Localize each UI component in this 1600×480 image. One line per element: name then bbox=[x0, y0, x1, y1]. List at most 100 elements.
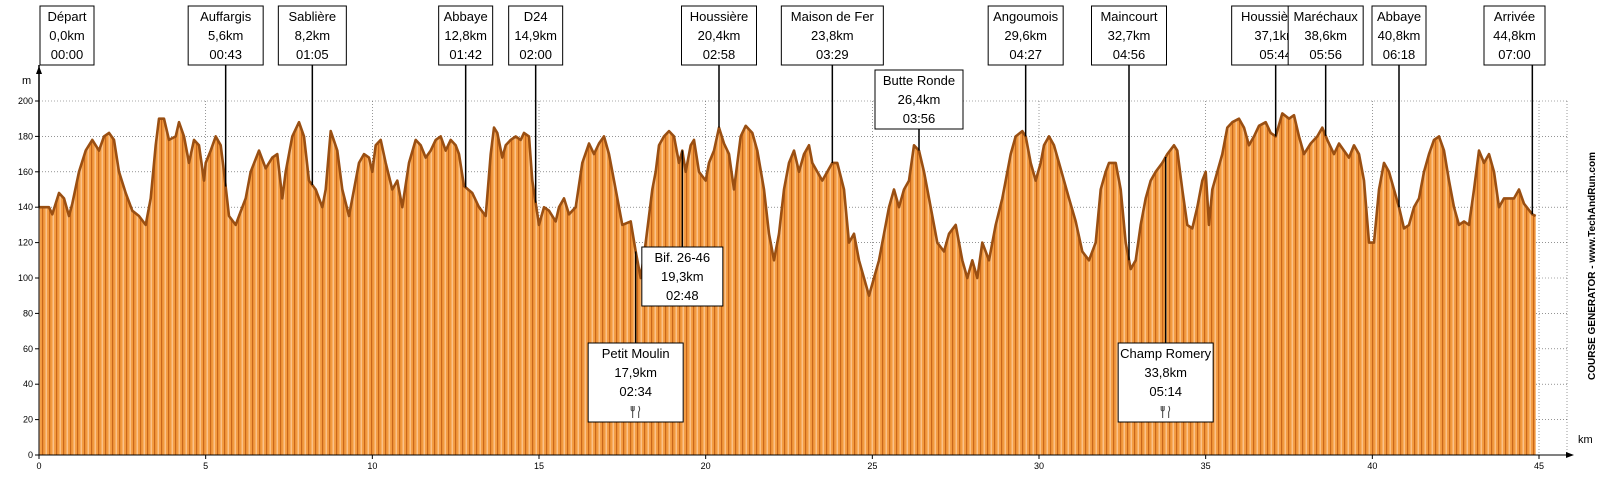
waypoint-time: 03:56 bbox=[903, 111, 936, 126]
waypoint-box bbox=[587, 342, 684, 423]
waypoint-box bbox=[1483, 5, 1546, 66]
waypoint-box bbox=[641, 246, 724, 307]
waypoint-box bbox=[1117, 342, 1214, 423]
waypoint-time: 05:56 bbox=[1309, 47, 1342, 62]
waypoint-time: 00:43 bbox=[209, 47, 242, 62]
waypoint-time: 03:29 bbox=[816, 47, 849, 62]
x-tick-labels: 0 5 10 15 20 25 30 35 40 45 bbox=[36, 455, 1544, 471]
waypoint-time: 04:27 bbox=[1009, 47, 1042, 62]
waypoint-2: Sablière 8,2km 01:05 bbox=[277, 5, 347, 186]
waypoint-time: 06:18 bbox=[1383, 47, 1416, 62]
waypoint-distance: 23,8km bbox=[811, 28, 854, 43]
waypoint-box bbox=[1371, 5, 1427, 66]
x-tick-label: 10 bbox=[367, 461, 377, 471]
y-tick-label: 200 bbox=[18, 96, 33, 106]
x-tick-label: 20 bbox=[701, 461, 711, 471]
waypoint-14: Bif. 26-46 19,3km 02:48 bbox=[641, 150, 724, 307]
y-tick-label: 60 bbox=[23, 344, 33, 354]
waypoint-distance: 5,6km bbox=[208, 28, 243, 43]
waypoint-distance: 37,1km bbox=[1254, 28, 1297, 43]
waypoint-name: Angoumois bbox=[993, 9, 1059, 24]
waypoint-name: Butte Ronde bbox=[883, 73, 955, 88]
waypoint-box bbox=[438, 5, 494, 66]
waypoint-7: Angoumois 29,6km 04:27 bbox=[987, 5, 1064, 137]
waypoint-name: Départ bbox=[47, 9, 86, 24]
x-tick-label: 5 bbox=[203, 461, 208, 471]
x-tick-label: 15 bbox=[534, 461, 544, 471]
waypoint-10: Maréchaux 38,6km 05:56 bbox=[1287, 5, 1364, 136]
waypoint-name: Abbaye bbox=[1377, 9, 1421, 24]
waypoint-6: Maison de Fer 23,8km 03:29 bbox=[780, 5, 884, 163]
waypoint-distance: 20,4km bbox=[698, 28, 741, 43]
waypoint-8: Maincourt 32,7km 04:56 bbox=[1091, 5, 1167, 261]
y-tick-label: 180 bbox=[18, 131, 33, 141]
y-tick-labels: 0 20 40 60 80 100 120 140 160 180 200 bbox=[18, 96, 39, 460]
x-tick-label: 45 bbox=[1534, 461, 1544, 471]
x-tick-label: 0 bbox=[36, 461, 41, 471]
waypoint-box bbox=[1091, 5, 1167, 66]
waypoint-5: Houssière 20,4km 02:58 bbox=[681, 5, 757, 128]
y-tick-label: 80 bbox=[23, 308, 33, 318]
y-tick-label: 160 bbox=[18, 167, 33, 177]
x-tick-label: 30 bbox=[1034, 461, 1044, 471]
waypoint-name: Sablière bbox=[288, 9, 336, 24]
waypoint-name: Maison de Fer bbox=[791, 9, 875, 24]
y-tick-label: 0 bbox=[28, 450, 33, 460]
waypoint-4: D24 14,9km 02:00 bbox=[508, 5, 564, 203]
waypoint-0: Départ 0,0km 00:00 bbox=[38, 5, 95, 208]
waypoint-box bbox=[780, 5, 884, 66]
waypoint-time: 02:58 bbox=[703, 47, 736, 62]
waypoint-name: Petit Moulin bbox=[602, 346, 670, 361]
x-axis-unit-label: km bbox=[1578, 434, 1593, 446]
waypoint-distance: 14,9km bbox=[514, 28, 557, 43]
waypoint-time: 02:34 bbox=[619, 384, 652, 399]
waypoint-box bbox=[39, 5, 95, 66]
waypoint-time: 05:14 bbox=[1149, 384, 1182, 399]
x-tick-label: 25 bbox=[867, 461, 877, 471]
x-tick-label: 35 bbox=[1201, 461, 1211, 471]
x-tick-label: 40 bbox=[1367, 461, 1377, 471]
fork-knife-icon bbox=[630, 405, 641, 418]
waypoint-time: 02:48 bbox=[666, 288, 699, 303]
waypoint-distance: 8,2km bbox=[295, 28, 330, 43]
waypoint-name: Maincourt bbox=[1100, 9, 1157, 24]
y-tick-label: 100 bbox=[18, 273, 33, 283]
y-tick-label: 120 bbox=[18, 238, 33, 248]
waypoint-distance: 33,8km bbox=[1144, 365, 1187, 380]
waypoint-box bbox=[508, 5, 564, 66]
waypoint-distance: 40,8km bbox=[1378, 28, 1421, 43]
waypoint-16: Champ Romery 33,8km 05:14 bbox=[1117, 157, 1214, 423]
waypoint-name: D24 bbox=[524, 9, 548, 24]
waypoint-name: Arrivée bbox=[1494, 9, 1535, 24]
y-axis-unit-label: m bbox=[22, 75, 31, 87]
profile-line bbox=[39, 112, 1537, 297]
waypoint-box bbox=[987, 5, 1064, 66]
waypoint-distance: 26,4km bbox=[898, 92, 941, 107]
waypoint-12: Arrivée 44,8km 07:00 bbox=[1483, 5, 1546, 215]
waypoint-markers: Départ 0,0km 00:00 Auffargis 5,6km 00:43 Sabli… bbox=[38, 5, 1546, 423]
waypoint-time: 04:56 bbox=[1113, 47, 1146, 62]
waypoint-distance: 29,6km bbox=[1004, 28, 1047, 43]
waypoint-distance: 38,6km bbox=[1304, 28, 1347, 43]
waypoint-name: Champ Romery bbox=[1120, 346, 1212, 361]
waypoint-name: Auffargis bbox=[200, 9, 252, 24]
waypoint-box bbox=[187, 5, 264, 66]
waypoint-11: Abbaye 40,8km 06:18 bbox=[1371, 5, 1427, 208]
y-tick-label: 140 bbox=[18, 202, 33, 212]
waypoint-name: Houssière bbox=[690, 9, 749, 24]
waypoint-distance: 44,8km bbox=[1493, 28, 1536, 43]
watermark-text: COURSE GENERATOR - www.TechAndRun.com bbox=[1587, 152, 1598, 380]
y-tick-label: 40 bbox=[23, 379, 33, 389]
waypoint-time: 00:00 bbox=[51, 47, 84, 62]
waypoint-box bbox=[1287, 5, 1364, 66]
x-axis-arrow bbox=[1566, 452, 1574, 458]
fork-knife-icon bbox=[1160, 405, 1171, 418]
waypoint-1: Auffargis 5,6km 00:43 bbox=[187, 5, 264, 187]
waypoint-distance: 12,8km bbox=[444, 28, 487, 43]
waypoint-15: Petit Moulin 17,9km 02:34 bbox=[587, 251, 684, 423]
waypoint-name: Abbaye bbox=[444, 9, 488, 24]
waypoint-time: 07:00 bbox=[1498, 47, 1531, 62]
waypoint-time: 01:05 bbox=[296, 47, 329, 62]
waypoint-box bbox=[681, 5, 757, 66]
